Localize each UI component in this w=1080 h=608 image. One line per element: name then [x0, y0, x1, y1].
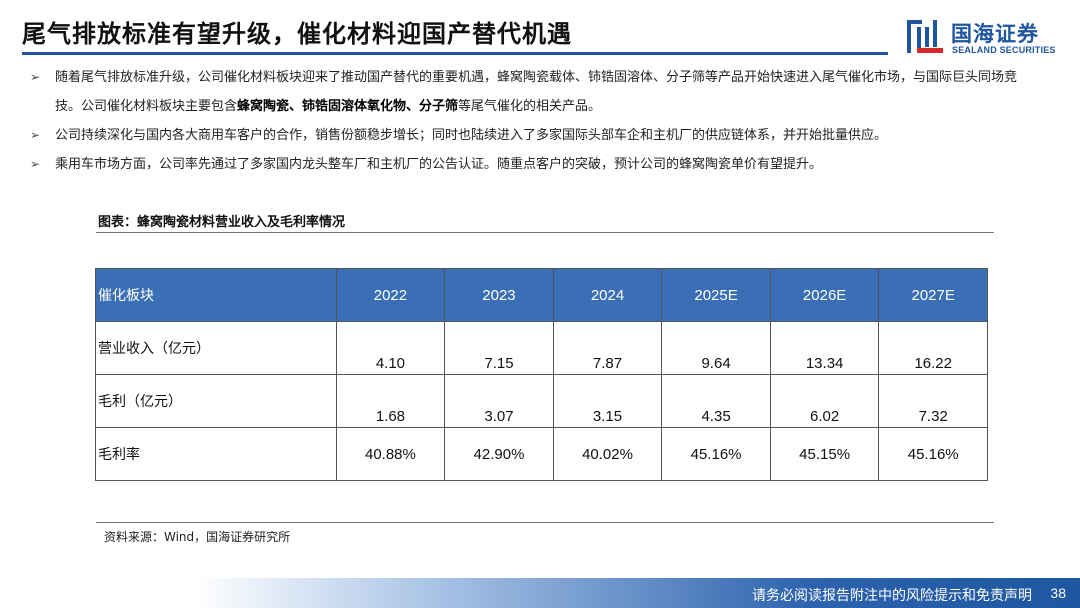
row-label: 毛利率 [95, 427, 337, 481]
table-cell: 9.64 [661, 321, 771, 375]
footer-bar: 请务必阅读报告附注中的风险提示和免责声明 38 [0, 578, 1080, 608]
revenue-margin-table: 催化板块 2022 2023 2024 2025E 2026E 2027E 营业… [95, 268, 988, 481]
header-cell: 催化板块 [95, 268, 337, 322]
table-cell: 7.15 [444, 321, 554, 375]
figure-caption: 图表：蜂窝陶瓷材料营业收入及毛利率情况 [98, 215, 346, 230]
arrow-bullet-icon: ➢ [30, 157, 41, 171]
disclaimer-text: 请务必阅读报告附注中的风险提示和免责声明 [752, 588, 1032, 604]
header-cell: 2022 [335, 268, 446, 322]
arrow-bullet-icon: ➢ [30, 128, 41, 142]
header-cell: 2024 [552, 268, 663, 322]
table-cell: 45.16% [661, 427, 771, 481]
row-label: 毛利（亿元） [95, 374, 337, 428]
company-logo: 国海证券 SEALAND SECURITIES [905, 18, 1065, 58]
row-label: 营业收入（亿元） [95, 321, 337, 375]
table-cell: 45.15% [769, 427, 880, 481]
header-cell: 2027E [878, 268, 988, 322]
table-cell: 4.10 [335, 321, 446, 375]
table-row: 毛利（亿元） 1.68 3.07 3.15 4.35 6.02 7.32 [95, 374, 988, 428]
bullet-item: ➢ 随着尾气排放标准升级，公司催化材料板块迎来了推动国产替代的重要机遇，蜂窝陶瓷… [30, 63, 1040, 121]
title-underline [22, 52, 888, 55]
header-cell: 2023 [444, 268, 554, 322]
table-cell: 3.07 [444, 374, 554, 428]
header-cell: 2025E [661, 268, 771, 322]
table-cell: 7.87 [552, 321, 663, 375]
bullet-list: ➢ 随着尾气排放标准升级，公司催化材料板块迎来了推动国产替代的重要机遇，蜂窝陶瓷… [30, 63, 1040, 179]
header-cell: 2026E [769, 268, 880, 322]
sealand-logo-icon [907, 20, 943, 53]
logo-english-name: SEALAND SECURITIES [952, 45, 1056, 55]
bullet-item: ➢ 公司持续深化与国内各大商用车客户的合作，销售份额稳步增长；同时也陆续进入了多… [30, 121, 1040, 150]
source-note: 资料来源：Wind，国海证券研究所 [104, 530, 291, 544]
page-number: 38 [1050, 585, 1066, 601]
source-divider [96, 522, 994, 523]
table-cell: 16.22 [878, 321, 988, 375]
table-row: 毛利率 40.88% 42.90% 40.02% 45.16% 45.15% 4… [95, 427, 988, 481]
table-cell: 3.15 [552, 374, 663, 428]
table-cell: 7.32 [878, 374, 988, 428]
table-cell: 4.35 [661, 374, 771, 428]
bullet-item: ➢ 乘用车市场方面，公司率先通过了多家国内龙头整车厂和主机厂的公告认证。随重点客… [30, 150, 1040, 179]
table-cell: 45.16% [878, 427, 988, 481]
logo-chinese-name: 国海证券 [951, 22, 1039, 46]
caption-divider [96, 232, 994, 233]
table-row: 营业收入（亿元） 4.10 7.15 7.87 9.64 13.34 16.22 [95, 321, 988, 375]
arrow-bullet-icon: ➢ [30, 70, 41, 84]
table-cell: 42.90% [444, 427, 554, 481]
table-cell: 40.88% [335, 427, 446, 481]
table-cell: 13.34 [769, 321, 880, 375]
highlighted-products: 蜂窝陶瓷、铈锆固溶体氧化物、分子筛 [237, 99, 459, 114]
table-cell: 1.68 [335, 374, 446, 428]
table-cell: 6.02 [769, 374, 880, 428]
page-title: 尾气排放标准有望升级，催化材料迎国产替代机遇 [22, 20, 572, 48]
table-cell: 40.02% [552, 427, 663, 481]
table-header-row: 催化板块 2022 2023 2024 2025E 2026E 2027E [95, 268, 988, 322]
